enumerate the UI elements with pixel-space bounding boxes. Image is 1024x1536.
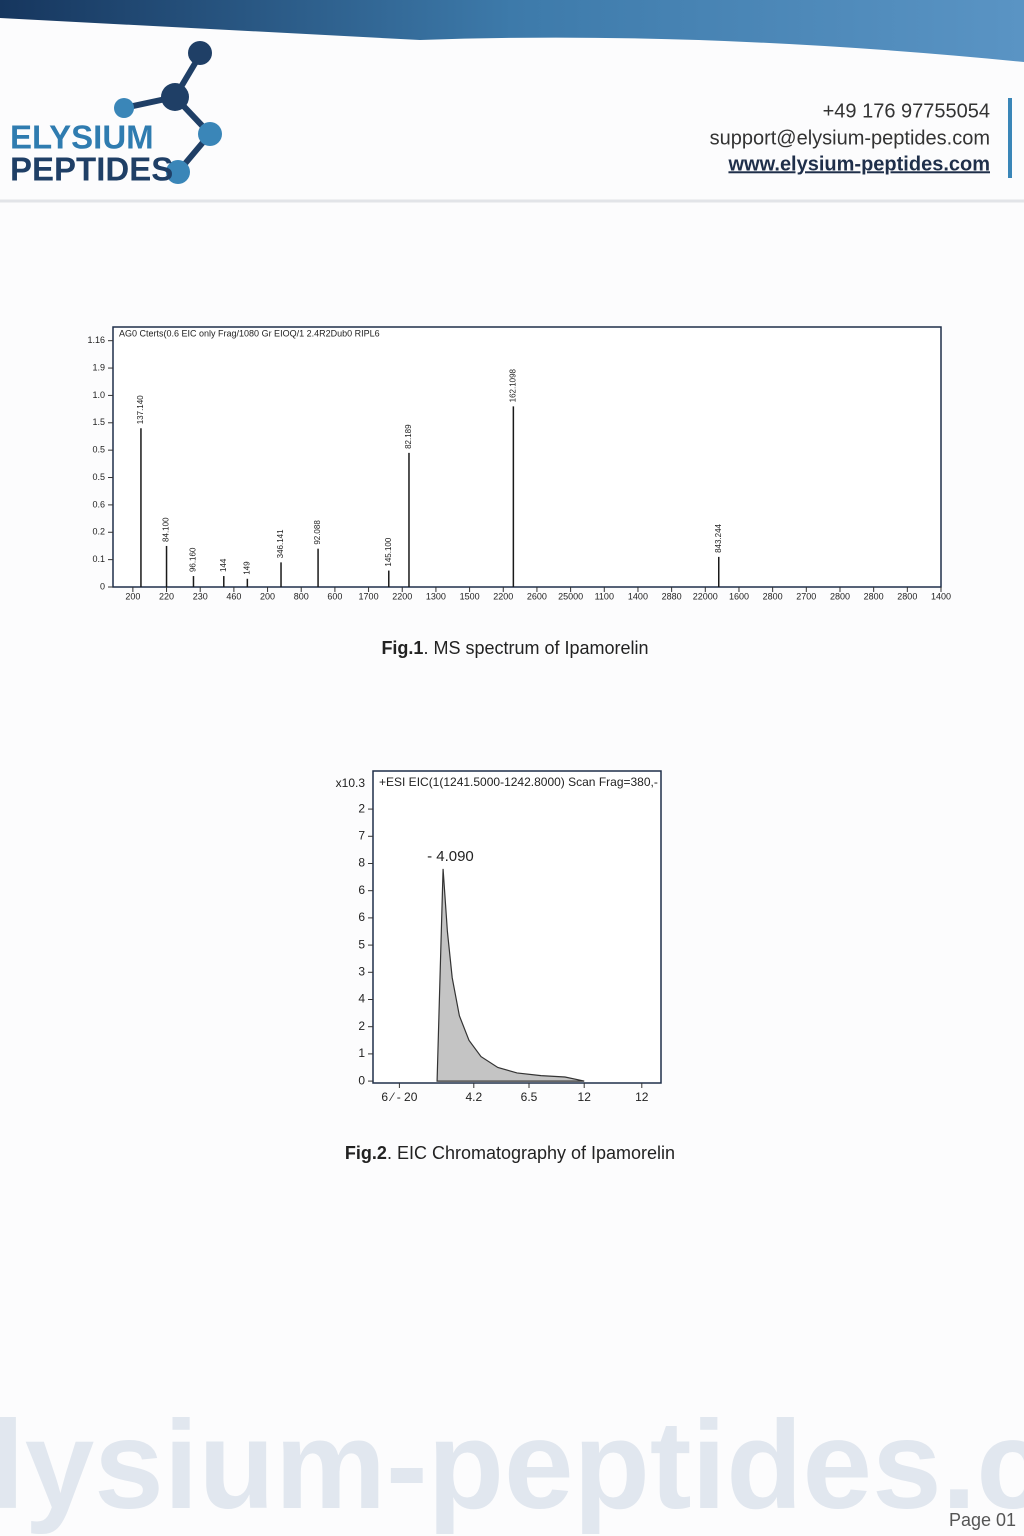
peak-label: 82.189 — [404, 424, 413, 449]
x-tick-label: 200 — [125, 591, 140, 601]
brand-line1: ELYSIUM — [10, 119, 154, 156]
x-tick-label: 2200 — [392, 591, 412, 601]
x-tick-label: 2800 — [830, 591, 850, 601]
peak-label: 84.100 — [162, 517, 171, 542]
x-tick-label: 230 — [193, 591, 208, 601]
header-accent — [1008, 98, 1012, 178]
website[interactable]: www.elysium-peptides.com — [727, 153, 990, 175]
y-tick-label: 1.5 — [92, 417, 105, 427]
x-tick-label: 6.5 — [521, 1090, 538, 1104]
y-tick-label: 8 — [358, 856, 365, 870]
x-tick-label: 1700 — [359, 591, 379, 601]
x-tick-label: 1500 — [460, 591, 480, 601]
caption-label: Fig.1 — [381, 638, 423, 658]
y-tick-label: 1.16 — [87, 335, 105, 345]
y-tick-label: 1.0 — [92, 390, 105, 400]
chart-title: +ESI EIC(1(1241.5000-1242.8000) Scan Fra… — [379, 775, 658, 789]
y-tick-label: 0 — [100, 581, 105, 591]
plot-frame — [112, 326, 942, 588]
y-tick-label: 1.9 — [92, 362, 105, 372]
x-tick-label: 2800 — [897, 591, 917, 601]
peak-label: 144 — [219, 558, 228, 572]
y-tick-label: 0.5 — [92, 445, 105, 455]
x-tick-label: 25000 — [558, 591, 583, 601]
y-tick-label: 4 — [358, 992, 365, 1006]
y-tick-label: 0 — [358, 1073, 365, 1087]
area — [436, 868, 585, 1082]
peak-label: 162.1098 — [508, 368, 517, 402]
email[interactable]: support@elysium-peptides.com — [710, 127, 990, 149]
peak-label: 137.140 — [136, 395, 145, 424]
y-multiplier: x10.3 — [336, 776, 366, 790]
watermark: lysium-peptides.c — [0, 1396, 1024, 1535]
y-tick-label: 0.2 — [92, 527, 105, 537]
x-tick-label: 2800 — [763, 591, 783, 601]
x-tick-label: 1100 — [595, 591, 614, 601]
x-tick-label: 4.2 — [465, 1090, 482, 1104]
phone: +49 176 97755054 — [823, 100, 990, 122]
figure-caption: Fig.2. EIC Chromatography of Ipamorelin — [345, 1143, 675, 1163]
figure-caption: Fig.1. MS spectrum of Ipamorelin — [381, 638, 648, 658]
x-tick-label: 2880 — [662, 591, 682, 601]
caption-label: Fig.2 — [345, 1143, 387, 1163]
peak-label: 149 — [242, 561, 251, 575]
y-tick-label: 6 — [358, 910, 365, 924]
peak-label: 346.141 — [276, 529, 285, 558]
x-tick-label: 600 — [327, 591, 342, 601]
page-number: Page 01 — [949, 1510, 1016, 1530]
peak-label: 145.100 — [384, 537, 393, 566]
caption-text: . MS spectrum of Ipamorelin — [423, 638, 648, 658]
x-tick-label: 6 ⁄ - 20 — [381, 1090, 417, 1104]
y-tick-label: 0.5 — [92, 472, 105, 482]
y-tick-label: 0.1 — [92, 554, 105, 564]
chart-title: AG0 Cterts(0.6 EIC only Frag/1080 Gr EIO… — [119, 328, 380, 338]
x-tick-label: 1400 — [628, 591, 648, 601]
x-tick-label: 1400 — [931, 591, 951, 601]
y-tick-label: 2 — [358, 1019, 365, 1033]
caption-text: . EIC Chromatography of Ipamorelin — [387, 1143, 675, 1163]
x-tick-label: 1300 — [426, 591, 446, 601]
x-tick-label: 200 — [260, 591, 275, 601]
x-tick-label: 220 — [159, 591, 174, 601]
peak-label: 843.244 — [714, 523, 723, 552]
y-tick-label: 3 — [358, 964, 365, 978]
plot-frame — [372, 770, 662, 1084]
x-tick-label: 2700 — [796, 591, 816, 601]
peak-annotation: - 4.090 — [427, 848, 474, 865]
y-tick-label: 5 — [358, 937, 365, 951]
peak-label: 92.088 — [313, 520, 322, 545]
header-band — [0, 0, 1024, 62]
x-tick-label: 22000 — [693, 591, 718, 601]
x-tick-label: 2200 — [493, 591, 513, 601]
peak-label: 96.160 — [189, 547, 198, 572]
logo-atoms — [114, 41, 222, 184]
x-tick-label: 800 — [294, 591, 309, 601]
x-tick-label: 12 — [578, 1090, 592, 1104]
y-tick-label: 1 — [358, 1046, 365, 1060]
x-tick-label: 12 — [635, 1090, 649, 1104]
x-tick-label: 2800 — [864, 591, 884, 601]
x-tick-label: 2600 — [527, 591, 547, 601]
x-tick-label: 1600 — [729, 591, 749, 601]
brand-line2: PEPTIDES — [10, 151, 173, 188]
x-tick-label: 460 — [226, 591, 241, 601]
y-tick-label: 0.6 — [92, 499, 105, 509]
y-tick-label: 6 — [358, 883, 365, 897]
y-tick-label: 2 — [358, 801, 365, 815]
y-tick-label: 7 — [358, 828, 365, 842]
